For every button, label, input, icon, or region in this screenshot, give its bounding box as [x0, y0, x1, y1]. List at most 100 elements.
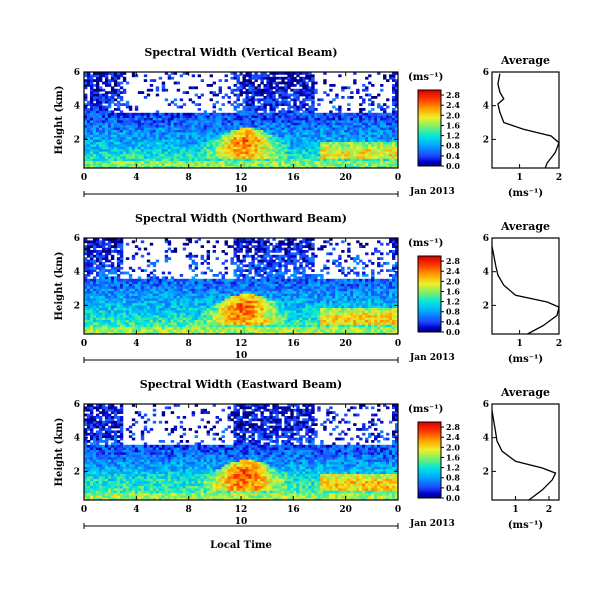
heatmap-cell: [185, 242, 190, 246]
heatmap-cell: [389, 132, 393, 135]
heatmap-cell: [236, 283, 240, 287]
heatmap-cell: [84, 93, 88, 97]
heatmap-cell: [113, 302, 118, 306]
heatmap-cell: [320, 139, 324, 142]
heatmap-cell: [179, 151, 184, 154]
heatmap-cell: [101, 100, 106, 104]
heatmap-cell: [134, 305, 139, 308]
heatmap-cell: [86, 293, 91, 296]
heatmap-cell: [137, 290, 142, 294]
heatmap-cell: [86, 317, 91, 320]
heatmap-cell: [185, 153, 190, 157]
heatmap-cell: [140, 156, 145, 159]
heatmap-cell: [125, 134, 130, 138]
heatmap-cell: [269, 81, 273, 85]
colorbar-segment: [418, 144, 441, 147]
heatmap-cell: [251, 262, 255, 265]
heatmap-cell: [299, 141, 303, 145]
heatmap-cell: [131, 132, 136, 135]
heatmap-cell: [236, 259, 240, 263]
heatmap-cell: [245, 115, 249, 118]
heatmap-cell: [116, 305, 121, 308]
heatmap-cell: [245, 278, 249, 282]
heatmap-cell: [347, 160, 351, 164]
heatmap-cell: [182, 300, 187, 304]
heatmap-cell: [110, 93, 115, 97]
heatmap-cell: [344, 134, 348, 138]
heatmap-cell: [176, 319, 181, 323]
heatmap-cell: [125, 271, 130, 275]
heatmap-cell: [119, 81, 124, 85]
heatmap-cell: [302, 139, 306, 142]
heatmap-cell: [200, 153, 205, 157]
heatmap-cell: [257, 86, 261, 90]
heatmap-cell: [392, 163, 396, 166]
heatmap-cell: [188, 141, 193, 145]
heatmap-cell: [134, 324, 139, 328]
heatmap-cell: [392, 139, 396, 142]
heatmap-cell: [182, 132, 187, 135]
heatmap-cell: [119, 117, 124, 121]
heatmap-cell: [203, 271, 208, 275]
heatmap-cell: [140, 91, 145, 94]
heatmap-cell: [155, 86, 160, 90]
heatmap-cell: [194, 153, 199, 157]
date-day-label: 10: [235, 185, 248, 195]
heatmap-cell: [152, 293, 157, 296]
heatmap-cell: [84, 117, 88, 121]
heatmap-cell: [383, 110, 387, 114]
heatmap-cell: [251, 117, 255, 121]
heatmap-cell: [341, 148, 345, 152]
heatmap-cell: [158, 283, 163, 287]
heatmap-cell: [89, 139, 94, 142]
heatmap-cell: [107, 288, 112, 292]
heatmap-cell: [311, 144, 315, 147]
colorbar-segment: [418, 163, 441, 166]
heatmap-cell: [98, 112, 103, 116]
heatmap-cell: [365, 88, 369, 92]
heatmap-cell: [134, 300, 139, 304]
heatmap-cell: [374, 136, 378, 140]
heatmap-cell: [137, 132, 142, 135]
heatmap-cell: [215, 115, 219, 118]
heatmap-cell: [179, 153, 184, 157]
colorbar-segment: [418, 121, 441, 124]
heatmap-cell: [191, 310, 196, 313]
heatmap-cell: [227, 136, 231, 140]
heatmap-cell: [251, 158, 255, 162]
colorbar-tick-label: 1.6: [446, 120, 460, 130]
heatmap-cell: [278, 100, 282, 104]
heatmap-cell: [245, 247, 249, 251]
heatmap-cell: [287, 120, 291, 123]
heatmap-cell: [284, 103, 288, 106]
heatmap-cell: [350, 146, 354, 150]
heatmap-cell: [188, 151, 193, 154]
heatmap-cell: [347, 144, 351, 147]
heatmap-cell: [137, 281, 142, 284]
heatmap-cell: [299, 91, 303, 94]
heatmap-cell: [104, 153, 109, 157]
heatmap-cell: [125, 151, 130, 154]
heatmap-cell: [113, 127, 118, 130]
heatmap-cell: [371, 124, 375, 128]
heatmap-cell: [209, 134, 213, 138]
heatmap-cell: [218, 165, 222, 169]
heatmap-cell: [131, 117, 136, 121]
heatmap-cell: [146, 151, 151, 154]
heatmap-cell: [185, 132, 190, 135]
heatmap-cell: [89, 110, 94, 114]
heatmap-cell: [92, 286, 97, 289]
heatmap-cell: [161, 281, 166, 284]
heatmap-cell: [92, 312, 97, 316]
heatmap-cell: [110, 79, 115, 82]
heatmap-cell: [170, 144, 175, 147]
panel-title: Spectral Width (Vertical Beam): [144, 46, 337, 59]
heatmap-cell: [233, 141, 237, 145]
heatmap-cell: [104, 127, 109, 130]
heatmap-cell: [182, 160, 187, 164]
heatmap-cell: [227, 319, 231, 323]
heatmap-cell: [239, 266, 243, 270]
heatmap-cell: [281, 79, 285, 82]
heatmap-cell: [113, 331, 118, 335]
heatmap-cell: [254, 153, 258, 157]
